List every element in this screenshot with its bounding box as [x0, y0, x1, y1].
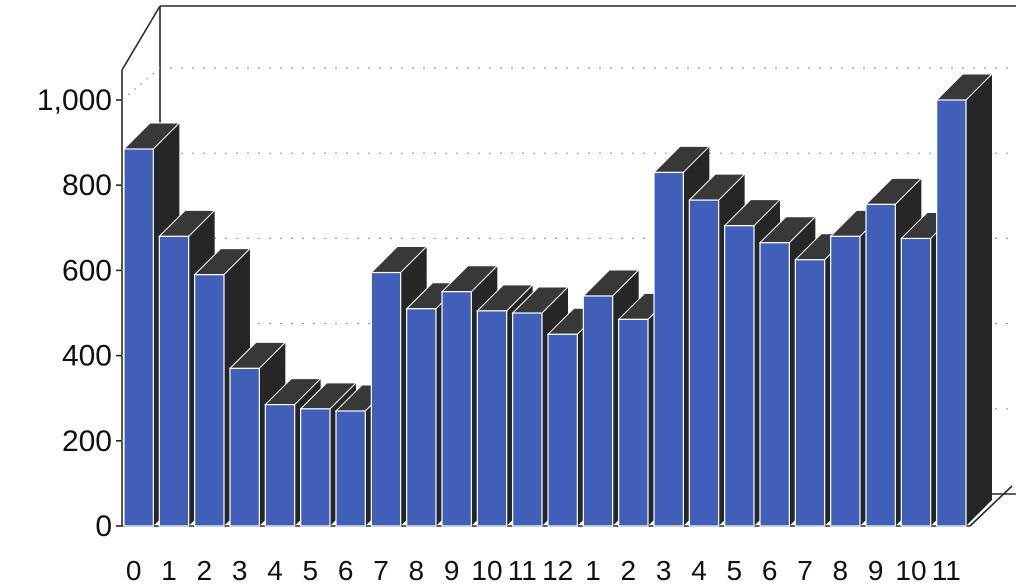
x-tick-label: 4 — [267, 555, 283, 586]
x-tick-label: 11 — [508, 555, 537, 586]
bar-front — [830, 235, 861, 527]
x-tick-label: 5 — [727, 555, 743, 586]
x-tick-label: 1 — [161, 555, 177, 586]
bar-front — [865, 203, 896, 527]
bar-front — [370, 271, 402, 527]
x-tick-label: 7 — [373, 555, 389, 586]
x-tick-label: 9 — [868, 555, 884, 586]
x-tick-label: 5 — [303, 555, 319, 586]
bars — [122, 73, 994, 527]
bar-front — [229, 367, 260, 527]
x-tick-label: 8 — [409, 555, 425, 586]
bar-front — [618, 318, 649, 527]
bar-front — [653, 171, 684, 527]
x-tick-label: 11 — [932, 555, 961, 586]
y-axis-ticks: 0 200 400 600 800 1,000 — [37, 84, 122, 543]
x-tick-label: 10 — [895, 555, 926, 586]
bar-front — [300, 408, 331, 527]
x-tick-label: 1 — [585, 555, 601, 586]
bar-front — [441, 291, 472, 527]
bar-front — [406, 308, 437, 527]
bar-front — [794, 259, 826, 527]
bar-front — [476, 310, 508, 527]
x-tick-label: 8 — [833, 555, 849, 586]
bar-front — [512, 312, 543, 527]
bar-front — [688, 199, 720, 527]
x-tick-label: 4 — [691, 555, 707, 586]
x-tick-label: 0 — [126, 555, 142, 586]
y-tick-label: 0 — [95, 510, 112, 543]
bar-front — [335, 410, 366, 527]
x-tick-label: 9 — [444, 555, 460, 586]
x-axis-labels: 0 1 2 3 4 5 6 7 8 9 10 11 12 1 2 3 4 5 6 7 8 9 10 11 — [126, 555, 961, 586]
x-tick-label: 2 — [621, 555, 637, 586]
gridline-side — [121, 67, 161, 101]
bar-front — [759, 242, 790, 527]
y-tick-label: 800 — [62, 169, 112, 202]
floor-right-edge — [969, 485, 1013, 527]
x-tick-label: 6 — [762, 555, 778, 586]
bar-front — [582, 295, 614, 527]
bar-front — [900, 237, 932, 527]
bar-front — [158, 235, 190, 527]
x-tick-label: 2 — [197, 555, 213, 586]
bar-front — [123, 148, 154, 527]
x-tick-label: 12 — [542, 555, 573, 586]
bar-front — [936, 99, 967, 527]
bar-front — [194, 274, 225, 527]
bar — [935, 73, 994, 527]
y-tick-label: 1,000 — [37, 84, 112, 117]
y-tick-label: 200 — [62, 425, 112, 458]
x-tick-label: 6 — [338, 555, 354, 586]
y-tick-label: 600 — [62, 254, 112, 287]
left-wall-top-edge — [121, 5, 161, 71]
x-tick-label: 3 — [656, 555, 672, 586]
bar-front — [264, 403, 296, 527]
bar-side — [966, 74, 992, 526]
bar-front — [547, 333, 578, 527]
y-tick-label: 400 — [62, 340, 112, 373]
x-tick-label: 10 — [471, 555, 502, 586]
x-tick-label: 7 — [797, 555, 813, 586]
x-tick-label: 3 — [232, 555, 248, 586]
bar-front — [724, 225, 755, 527]
